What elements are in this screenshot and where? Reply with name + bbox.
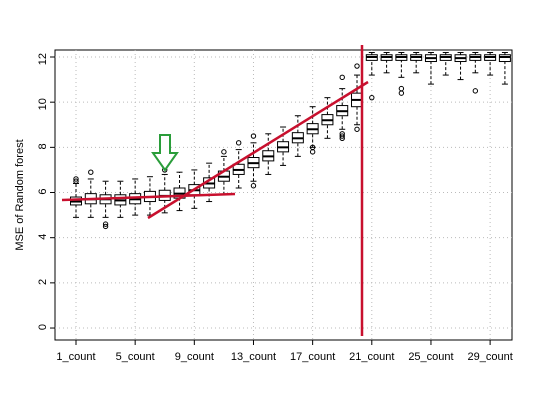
x-tick-label: 21_count [349,351,394,363]
x-tick-label: 9_count [175,351,214,363]
x-tick-label: 1_count [56,351,95,363]
outlier [398,85,405,92]
outlier [102,221,109,227]
trend-line [147,80,369,220]
outlier [221,149,227,155]
box [498,54,511,63]
y-tick-label: 12 [37,53,49,65]
outlier [369,94,375,101]
outlier [339,74,345,81]
y-axis-label: MSE of Random forest [14,139,26,250]
outlier [472,88,479,94]
y-tick-label: 10 [37,98,49,110]
outlier [73,178,79,184]
y-tick-label: 2 [37,279,49,285]
outlier [88,169,94,175]
outlier [250,183,257,189]
arrow [151,134,179,172]
outlier [339,133,345,139]
outlier [339,131,345,137]
trend-line [61,192,236,202]
y-tick-label: 8 [37,143,49,149]
outlier [398,90,405,96]
marks: 0 2 4 6 8 10 12 1_count 5_count 9_count 13_count 17… [37,50,513,363]
outlier [250,133,257,139]
y-tick-label: 0 [37,324,49,330]
x-tick-label: 25_count [408,351,453,363]
outlier [354,126,360,132]
x-tick-label: 29_count [467,351,512,363]
x-tick-label: 13_count [231,351,276,363]
outlier [354,63,360,69]
outlier [73,176,79,182]
outlier [102,223,109,230]
outlier [235,140,242,146]
annotations [61,45,369,336]
x-tick-label: 5_count [116,351,155,363]
outlier [309,144,316,151]
y-tick-label: 6 [37,189,49,195]
x-tick-label: 17_count [290,351,335,363]
plot-frame [54,49,513,341]
y-tick-label: 4 [37,234,49,240]
